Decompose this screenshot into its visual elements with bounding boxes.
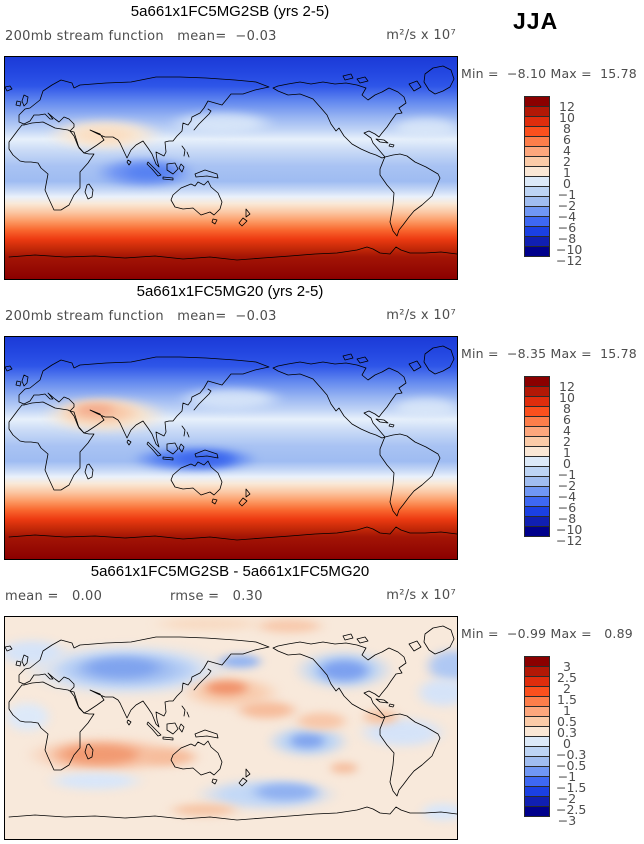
contour-blob bbox=[199, 679, 254, 697]
colorbar-tick-label: 8 bbox=[563, 121, 571, 136]
colorbar-tick-label: −6 bbox=[557, 220, 577, 235]
colorbar-tick-label: −6 bbox=[557, 500, 577, 515]
mean-label: mean = 0.00 bbox=[5, 589, 103, 604]
colorbar-tick-label: 6 bbox=[563, 412, 571, 427]
units-label: m²/s x 10⁷ bbox=[386, 28, 456, 43]
colorbar-tick-label: 6 bbox=[563, 132, 571, 147]
page-title: 5a661x1FC5MG20 (yrs 2-5) bbox=[136, 283, 324, 300]
colorbar-tick-label: −2 bbox=[557, 198, 577, 213]
contour-blob bbox=[68, 124, 141, 145]
colorbar-tick-label: 1 bbox=[563, 703, 571, 718]
colorbar bbox=[524, 96, 550, 257]
colorbar-tick-label: −10 bbox=[556, 242, 583, 257]
colorbar-tick-label: −4 bbox=[557, 489, 577, 504]
variable-mean-label: 200mb stream function mean= −0.03 bbox=[5, 29, 277, 44]
coastline-map bbox=[5, 65, 457, 261]
colorbar-tick-label: −0.5 bbox=[556, 758, 587, 773]
contour-blob bbox=[145, 617, 272, 633]
colorbar-tick-label: −10 bbox=[556, 522, 583, 537]
colorbar-tick-label: 10 bbox=[559, 390, 575, 405]
colorbar-tick-label: −8 bbox=[557, 511, 577, 526]
contour-blob bbox=[70, 403, 121, 418]
contour-blob bbox=[384, 114, 457, 142]
colorbar-tick-label: 0 bbox=[563, 176, 571, 191]
coastline-map bbox=[5, 345, 457, 541]
colorbar-tick-label: −12 bbox=[556, 253, 583, 268]
colorbar-tick-label: 2 bbox=[563, 434, 571, 449]
colorbar-tick-label: −1.5 bbox=[556, 780, 587, 795]
map-panel bbox=[4, 56, 458, 280]
colorbar-segment bbox=[524, 246, 550, 257]
colorbar-tick-label: 0.5 bbox=[557, 714, 577, 729]
contour-blob bbox=[244, 781, 326, 804]
map-panel bbox=[4, 336, 458, 560]
panel-difference: 5a661x1FC5MG2SB - 5a661x1FC5MG20 mean = … bbox=[0, 560, 644, 840]
colorbar-tick-label: 0 bbox=[563, 736, 571, 751]
coastline-map bbox=[5, 625, 457, 821]
colorbar-tick-label: −1 bbox=[557, 769, 577, 784]
colorbar-tick-label: −2.5 bbox=[556, 802, 587, 817]
colorbar-tick-label: 1.5 bbox=[557, 692, 577, 707]
map-panel bbox=[4, 616, 458, 840]
minmax-label: Min = −8.35 Max = 15.78 bbox=[461, 346, 637, 361]
colorbar-tick-label: −2 bbox=[557, 478, 577, 493]
minmax-label: Min = −8.10 Max = 15.78 bbox=[461, 66, 637, 81]
colorbar bbox=[524, 656, 550, 817]
contour-blob bbox=[212, 652, 268, 671]
minmax-label: Min = −0.99 Max = 0.89 bbox=[461, 626, 633, 641]
season-label: JJA bbox=[513, 8, 559, 34]
contour-blob bbox=[411, 674, 457, 711]
colorbar-tick-label: 10 bbox=[559, 110, 575, 125]
panel-run-a: 5a661x1FC5MG2SB (yrs 2-5) 200mb stream f… bbox=[0, 0, 644, 280]
colorbar-segment bbox=[524, 806, 550, 817]
colorbar-tick-label: 2.5 bbox=[557, 670, 577, 685]
contour-blob bbox=[5, 699, 55, 735]
colorbar-tick-label: −3 bbox=[557, 813, 577, 828]
contour-blob bbox=[325, 761, 363, 775]
colorbar-tick-label: 1 bbox=[563, 445, 571, 460]
colorbar-tick-label: −8 bbox=[557, 231, 577, 246]
contour-blob bbox=[289, 710, 354, 733]
contour-blob bbox=[163, 802, 245, 818]
contour-blob bbox=[231, 699, 304, 722]
colorbar-tick-label: 8 bbox=[563, 401, 571, 416]
colorbar-tick-label: −4 bbox=[557, 209, 577, 224]
page-title: 5a661x1FC5MG2SB - 5a661x1FC5MG20 bbox=[90, 563, 370, 580]
contour-blob bbox=[167, 451, 241, 467]
variable-mean-label: 200mb stream function mean= −0.03 bbox=[5, 309, 277, 324]
colorbar-tick-label: 2 bbox=[563, 681, 571, 696]
colorbar-tick-label: 0.3 bbox=[557, 725, 577, 740]
colorbar-tick-label: 1 bbox=[563, 165, 571, 180]
colorbar-tick-label: 12 bbox=[559, 99, 575, 114]
colorbar-tick-label: −2 bbox=[557, 791, 577, 806]
contour-blob bbox=[72, 654, 173, 682]
colorbar-segment bbox=[524, 526, 550, 537]
page-title: 5a661x1FC5MG2SB (yrs 2-5) bbox=[130, 3, 330, 20]
colorbar-tick-label: 3 bbox=[563, 659, 571, 674]
contour-blob bbox=[384, 394, 457, 422]
colorbar-tick-label: −1 bbox=[557, 467, 577, 482]
units-label: m²/s x 10⁷ bbox=[386, 588, 456, 603]
colorbar-tick-label: −1 bbox=[557, 187, 577, 202]
colorbar-tick-label: 4 bbox=[563, 423, 571, 438]
contour-blob bbox=[131, 745, 204, 768]
contour-blob bbox=[285, 732, 331, 751]
colorbar bbox=[524, 376, 550, 537]
colorbar-tick-label: 4 bbox=[563, 143, 571, 158]
units-label: m²/s x 10⁷ bbox=[386, 308, 456, 323]
rmse-label: rmse = 0.30 bbox=[170, 589, 263, 604]
colorbar-tick-label: 12 bbox=[559, 379, 575, 394]
contour-blob bbox=[41, 770, 150, 793]
panel-run-b: 5a661x1FC5MG20 (yrs 2-5) 200mb stream fu… bbox=[0, 280, 644, 560]
colorbar-tick-label: 0 bbox=[563, 456, 571, 471]
colorbar-tick-label: 2 bbox=[563, 154, 571, 169]
colorbar-tick-label: −12 bbox=[556, 533, 583, 548]
